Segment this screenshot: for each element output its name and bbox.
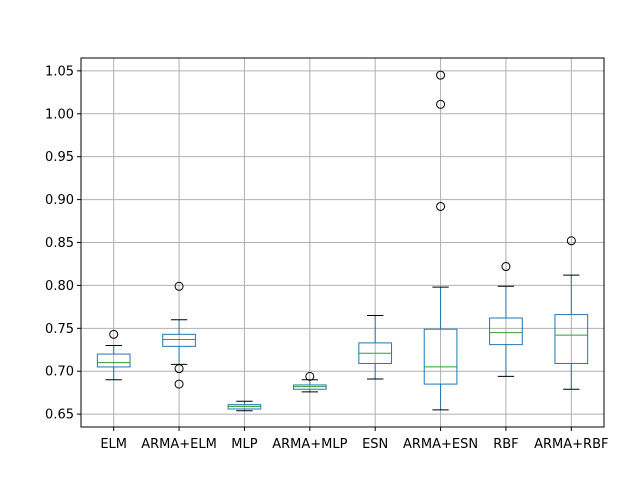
box-group-arma-esn (423, 70, 458, 411)
outlier-point (174, 281, 184, 291)
box-group-elm (96, 329, 131, 381)
x-tick-label: MLP (231, 437, 257, 452)
box-group-arma-elm (162, 281, 196, 389)
box-layer (96, 70, 589, 412)
y-tick-label: 0.75 (45, 322, 74, 337)
outlier-point (436, 201, 446, 211)
iqr-box (96, 353, 131, 368)
x-tick-label: ARMA+ESN (403, 437, 478, 452)
x-tick-label: ARMA+MLP (272, 437, 347, 452)
grid-layer (81, 58, 604, 427)
outlier-point (501, 262, 511, 272)
outlier-point (305, 371, 315, 381)
x-tick-label: ARMA+RBF (534, 437, 608, 452)
box-group-mlp (227, 400, 262, 412)
outlier-point (436, 70, 446, 80)
iqr-box (489, 317, 523, 346)
iqr-box (423, 328, 458, 385)
y-tick-label: 0.80 (45, 279, 74, 294)
outlier-point (109, 329, 119, 339)
y-tick-label: 0.65 (45, 408, 74, 423)
outlier-point (174, 379, 184, 389)
outlier-point (566, 236, 576, 246)
box-group-arma-rbf (554, 236, 589, 390)
x-tick-label: ARMA+ELM (141, 437, 217, 452)
x-tick-label: RBF (493, 437, 518, 452)
y-tick-label: 0.85 (45, 236, 74, 251)
outlier-point (436, 99, 446, 109)
box-group-esn (358, 314, 393, 380)
box-group-rbf (489, 262, 523, 377)
box-group-arma-mlp (292, 371, 327, 393)
y-tick-label: 0.95 (45, 150, 74, 165)
x-tick-label: ELM (100, 437, 127, 452)
iqr-box (554, 314, 589, 364)
y-tick-label: 0.90 (45, 193, 74, 208)
axis-layer: 0.65 0.70 0.75 0.80 0.85 0.90 0.95 1.00 1.05 ELM A… (45, 64, 608, 452)
y-tick-label: 1.05 (45, 64, 74, 79)
outlier-point (174, 364, 184, 374)
y-tick-label: 1.00 (45, 107, 74, 122)
y-tick-label: 0.70 (45, 365, 74, 380)
x-tick-label: ESN (362, 437, 388, 452)
iqr-box (162, 333, 196, 347)
